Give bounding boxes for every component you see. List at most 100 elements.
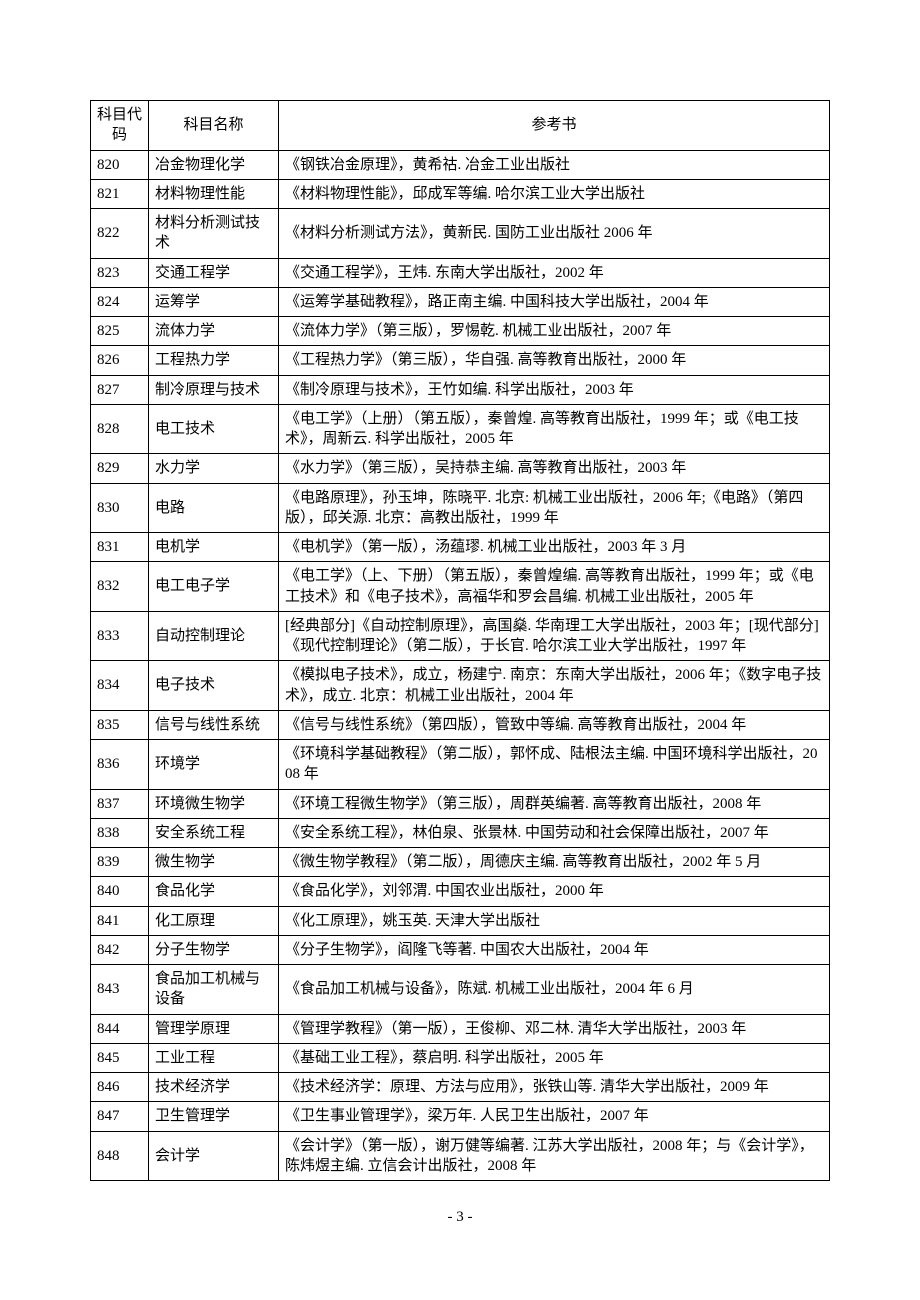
cell-book: 《电路原理》，孙玉坤，陈晓平. 北京: 机械工业出版社，2006 年;《电路》（… [279, 483, 830, 533]
cell-code: 834 [91, 661, 149, 711]
table-row: 838安全系统工程《安全系统工程》，林伯泉、张景林. 中国劳动和社会保障出版社，… [91, 818, 830, 847]
cell-code: 825 [91, 317, 149, 346]
cell-book: 《交通工程学》，王炜. 东南大学出版社，2002 年 [279, 258, 830, 287]
table-row: 832电工电子学《电工学》（上、下册）（第五版），秦曾煌编. 高等教育出版社，1… [91, 562, 830, 612]
cell-name: 电路 [149, 483, 279, 533]
cell-book: 《电工学》（上、下册）（第五版），秦曾煌编. 高等教育出版社，1999 年；或《… [279, 562, 830, 612]
cell-book: 《环境工程微生物学》（第三版），周群英编著. 高等教育出版社，2008 年 [279, 789, 830, 818]
cell-book: 《钢铁冶金原理》，黄希祜. 冶金工业出版社 [279, 150, 830, 179]
cell-name: 工程热力学 [149, 346, 279, 375]
table-row: 831电机学《电机学》（第一版），汤蕴璆. 机械工业出版社，2003 年 3 月 [91, 533, 830, 562]
cell-code: 822 [91, 209, 149, 259]
cell-name: 分子生物学 [149, 935, 279, 964]
cell-code: 841 [91, 906, 149, 935]
table-row: 834电子技术《模拟电子技术》，成立，杨建宁. 南京：东南大学出版社，2006 … [91, 661, 830, 711]
table-row: 828电工技术《电工学》（上册）（第五版），秦曾煌. 高等教育出版社，1999 … [91, 404, 830, 454]
cell-book: 《水力学》（第三版），吴持恭主编. 高等教育出版社，2003 年 [279, 454, 830, 483]
table-row: 841化工原理《化工原理》，姚玉英. 天津大学出版社 [91, 906, 830, 935]
table-body: 820冶金物理化学《钢铁冶金原理》，黄希祜. 冶金工业出版社821材料物理性能《… [91, 150, 830, 1181]
header-book: 参考书 [279, 101, 830, 151]
table-row: 835信号与线性系统《信号与线性系统》（第四版），管致中等编. 高等教育出版社，… [91, 710, 830, 739]
cell-name: 电子技术 [149, 661, 279, 711]
cell-book: 《会计学》（第一版），谢万健等编著. 江苏大学出版社，2008 年；与《会计学》… [279, 1131, 830, 1181]
table-row: 830电路《电路原理》，孙玉坤，陈晓平. 北京: 机械工业出版社，2006 年;… [91, 483, 830, 533]
cell-name: 材料分析测试技术 [149, 209, 279, 259]
cell-code: 832 [91, 562, 149, 612]
cell-name: 流体力学 [149, 317, 279, 346]
cell-code: 847 [91, 1102, 149, 1131]
cell-name: 冶金物理化学 [149, 150, 279, 179]
cell-book: 《信号与线性系统》（第四版），管致中等编. 高等教育出版社，2004 年 [279, 710, 830, 739]
cell-book: 《食品化学》，刘邻渭. 中国农业出版社，2000 年 [279, 877, 830, 906]
cell-code: 846 [91, 1073, 149, 1102]
table-row: 840食品化学《食品化学》，刘邻渭. 中国农业出版社，2000 年 [91, 877, 830, 906]
table-row: 824运筹学《运筹学基础教程》，路正南主编. 中国科技大学出版社，2004 年 [91, 287, 830, 316]
cell-name: 电机学 [149, 533, 279, 562]
cell-code: 842 [91, 935, 149, 964]
table-row: 837环境微生物学《环境工程微生物学》（第三版），周群英编著. 高等教育出版社，… [91, 789, 830, 818]
table-row: 846技术经济学《技术经济学：原理、方法与应用》，张铁山等. 清华大学出版社，2… [91, 1073, 830, 1102]
cell-name: 安全系统工程 [149, 818, 279, 847]
cell-code: 820 [91, 150, 149, 179]
cell-code: 843 [91, 965, 149, 1015]
table-row: 822材料分析测试技术《材料分析测试方法》，黄新民. 国防工业出版社 2006 … [91, 209, 830, 259]
cell-name: 化工原理 [149, 906, 279, 935]
cell-name: 会计学 [149, 1131, 279, 1181]
cell-book: 《工程热力学》（第三版），华自强. 高等教育出版社，2000 年 [279, 346, 830, 375]
cell-code: 830 [91, 483, 149, 533]
cell-book: 《环境科学基础教程》（第二版），郭怀成、陆根法主编. 中国环境科学出版社，200… [279, 740, 830, 790]
header-code: 科目代码 [91, 101, 149, 151]
cell-code: 827 [91, 375, 149, 404]
cell-code: 821 [91, 179, 149, 208]
cell-name: 微生物学 [149, 848, 279, 877]
cell-name: 自动控制理论 [149, 611, 279, 661]
cell-book: 《卫生事业管理学》，梁万年. 人民卫生出版社，2007 年 [279, 1102, 830, 1131]
header-name: 科目名称 [149, 101, 279, 151]
table-row: 829水力学《水力学》（第三版），吴持恭主编. 高等教育出版社，2003 年 [91, 454, 830, 483]
cell-book: 《基础工业工程》，蔡启明. 科学出版社，2005 年 [279, 1043, 830, 1072]
cell-code: 829 [91, 454, 149, 483]
cell-code: 826 [91, 346, 149, 375]
table-row: 848会计学《会计学》（第一版），谢万健等编著. 江苏大学出版社，2008 年；… [91, 1131, 830, 1181]
table-row: 839微生物学《微生物学教程》（第二版），周德庆主编. 高等教育出版社，2002… [91, 848, 830, 877]
cell-name: 技术经济学 [149, 1073, 279, 1102]
cell-book: 《安全系统工程》，林伯泉、张景林. 中国劳动和社会保障出版社，2007 年 [279, 818, 830, 847]
cell-name: 运筹学 [149, 287, 279, 316]
cell-code: 831 [91, 533, 149, 562]
cell-code: 848 [91, 1131, 149, 1181]
table-row: 844管理学原理《管理学教程》（第一版），王俊柳、邓二林. 清华大学出版社，20… [91, 1014, 830, 1043]
cell-book: 《材料物理性能》，邱成军等编. 哈尔滨工业大学出版社 [279, 179, 830, 208]
cell-code: 838 [91, 818, 149, 847]
cell-book: 《材料分析测试方法》，黄新民. 国防工业出版社 2006 年 [279, 209, 830, 259]
cell-book: 《食品加工机械与设备》，陈斌. 机械工业出版社，2004 年 6 月 [279, 965, 830, 1015]
table-row: 826工程热力学《工程热力学》（第三版），华自强. 高等教育出版社，2000 年 [91, 346, 830, 375]
table-row: 845工业工程《基础工业工程》，蔡启明. 科学出版社，2005 年 [91, 1043, 830, 1072]
page-number: - 3 - [90, 1209, 830, 1226]
cell-code: 839 [91, 848, 149, 877]
cell-book: 《管理学教程》（第一版），王俊柳、邓二林. 清华大学出版社，2003 年 [279, 1014, 830, 1043]
cell-book: 《流体力学》（第三版），罗惕乾. 机械工业出版社，2007 年 [279, 317, 830, 346]
cell-book: 《模拟电子技术》，成立，杨建宁. 南京：东南大学出版社，2006 年；《数字电子… [279, 661, 830, 711]
cell-code: 828 [91, 404, 149, 454]
cell-code: 833 [91, 611, 149, 661]
cell-name: 食品加工机械与设备 [149, 965, 279, 1015]
cell-name: 电工技术 [149, 404, 279, 454]
cell-name: 食品化学 [149, 877, 279, 906]
cell-book: 《分子生物学》，阎隆飞等著. 中国农大出版社，2004 年 [279, 935, 830, 964]
cell-code: 844 [91, 1014, 149, 1043]
table-row: 820冶金物理化学《钢铁冶金原理》，黄希祜. 冶金工业出版社 [91, 150, 830, 179]
cell-name: 管理学原理 [149, 1014, 279, 1043]
cell-name: 信号与线性系统 [149, 710, 279, 739]
cell-book: 《化工原理》，姚玉英. 天津大学出版社 [279, 906, 830, 935]
cell-name: 交通工程学 [149, 258, 279, 287]
cell-code: 824 [91, 287, 149, 316]
cell-name: 电工电子学 [149, 562, 279, 612]
table-row: 842分子生物学《分子生物学》，阎隆飞等著. 中国农大出版社，2004 年 [91, 935, 830, 964]
cell-name: 卫生管理学 [149, 1102, 279, 1131]
cell-code: 837 [91, 789, 149, 818]
table-row: 825流体力学《流体力学》（第三版），罗惕乾. 机械工业出版社，2007 年 [91, 317, 830, 346]
cell-book: 《运筹学基础教程》，路正南主编. 中国科技大学出版社，2004 年 [279, 287, 830, 316]
cell-book: 《微生物学教程》（第二版），周德庆主编. 高等教育出版社，2002 年 5 月 [279, 848, 830, 877]
table-row: 847卫生管理学《卫生事业管理学》，梁万年. 人民卫生出版社，2007 年 [91, 1102, 830, 1131]
cell-code: 845 [91, 1043, 149, 1072]
